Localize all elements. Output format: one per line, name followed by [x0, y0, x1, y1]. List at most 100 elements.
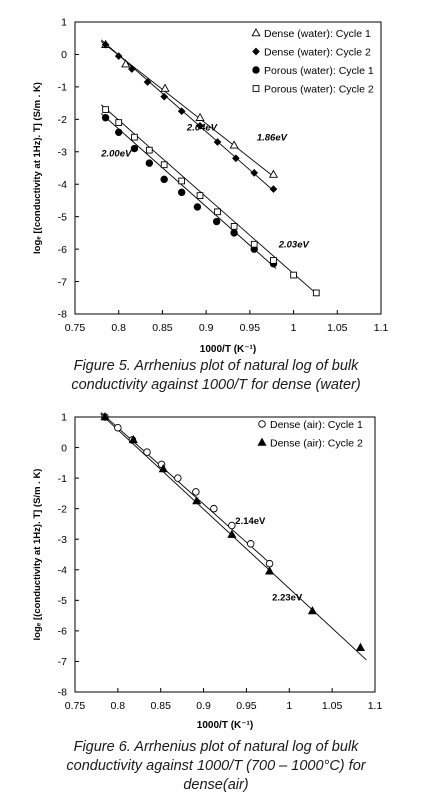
series-square-open: [102, 106, 320, 297]
y-tick-label: 0: [61, 442, 67, 454]
y-tick-label: 0: [61, 49, 67, 61]
x-tick-label: 0.95: [236, 700, 257, 712]
x-tick-label: 1.05: [322, 700, 343, 712]
y-tick-label: -3: [58, 534, 67, 546]
data-point: [246, 540, 255, 548]
data-point: [115, 119, 123, 126]
chart-figure-5: -8 -7 -6 -5 -4 -3 -2 -1 0 1 0.75 0.8 0.85 0.9 0.95 1 1.0…: [32, 17, 388, 355]
y-tick-label: -2: [58, 503, 67, 515]
data-point: [178, 177, 186, 185]
legend-marker: [252, 47, 260, 56]
legend-marker: [258, 420, 266, 428]
trend-line: [100, 113, 277, 269]
data-point: [265, 559, 274, 568]
data-point: [128, 434, 138, 444]
series-triangle-filled: [100, 412, 365, 651]
data-point: [228, 521, 236, 530]
x-axis-label: 1000/T (K⁻¹): [197, 720, 253, 731]
plot-area-frame: [74, 416, 376, 693]
y-axis-label: logₑ [(conductivity at 1Hz). T] (S/m . K…: [32, 469, 43, 641]
data-point: [102, 106, 109, 113]
data-point: [160, 83, 170, 92]
data-point: [290, 271, 297, 279]
data-point: [213, 138, 222, 146]
legend-marker: [251, 28, 261, 37]
caption-line: Figure 5. Arrhenius plot of natural log …: [73, 358, 359, 374]
data-point: [145, 159, 154, 167]
data-point: [177, 107, 186, 116]
x-tick-label: 1.1: [374, 322, 389, 334]
data-point: [210, 504, 218, 513]
annotation-label: 2.03eV: [278, 239, 310, 250]
figure-6-caption: Figure 6. Arrhenius plot of natural log …: [0, 738, 432, 795]
data-point: [143, 448, 151, 456]
figure-5-caption: Figure 5. Arrhenius plot of natural log …: [0, 357, 432, 395]
data-point: [160, 92, 169, 101]
data-point: [143, 78, 152, 86]
legend-label: Dense (air): Cycle 2: [270, 437, 363, 449]
x-tick-label: 1.1: [368, 700, 383, 712]
data-point: [101, 40, 110, 49]
data-point: [128, 65, 136, 73]
data-point: [230, 223, 238, 230]
data-point: [229, 140, 239, 149]
trend-line: [100, 412, 273, 566]
x-tick-label: 0.9: [199, 322, 214, 334]
y-tick-label: -7: [58, 276, 67, 288]
x-axis-label: 1000/T (K⁻¹): [200, 344, 256, 355]
x-tick-label: 1: [291, 322, 297, 334]
y-tick-label: -4: [58, 564, 67, 576]
data-point: [160, 175, 168, 184]
caption-line: conductivity against 1000/T for dense (w…: [71, 377, 361, 393]
annotation-label: 2.00eV: [100, 149, 132, 160]
y-tick-label: -1: [58, 473, 67, 485]
legend-label: Porous (water): Cycle 2: [264, 83, 374, 95]
data-point: [269, 185, 278, 193]
x-tick-label: 0.75: [65, 322, 86, 334]
trend-line: [100, 41, 275, 178]
caption-line: conductivity against 1000/T (700 – 1000°…: [66, 758, 366, 774]
annotation-label: 2.04eV: [186, 123, 218, 134]
y-tick-label: -4: [58, 179, 67, 191]
x-tick-label: 0.85: [152, 322, 173, 334]
x-tick-label: 0.95: [240, 322, 261, 334]
data-point: [130, 144, 139, 153]
data-point: [193, 203, 202, 211]
data-point: [214, 208, 221, 216]
y-tick-label: -7: [58, 656, 67, 668]
data-point: [196, 192, 204, 199]
data-point: [145, 146, 153, 154]
data-point: [177, 188, 186, 197]
data-point: [268, 169, 279, 178]
data-point: [158, 464, 168, 473]
data-point: [227, 529, 237, 538]
y-tick-label: -2: [58, 114, 67, 126]
series-diamond-filled: [101, 40, 278, 193]
data-point: [192, 488, 200, 496]
data-point: [192, 496, 202, 505]
y-tick-label: -8: [58, 687, 67, 699]
data-point: [250, 240, 258, 248]
data-point: [101, 114, 110, 122]
legend-marker: [252, 66, 260, 74]
plot-area-frame: [74, 21, 382, 315]
data-point: [265, 566, 275, 575]
annotation-label: 1.86eV: [257, 132, 288, 143]
legend-marker: [252, 85, 260, 92]
x-tick-label: 0.8: [111, 322, 126, 334]
data-point: [212, 217, 221, 226]
data-point: [174, 474, 182, 482]
data-point: [230, 229, 238, 237]
y-tick-label: -8: [58, 309, 67, 321]
legend-label: Dense (water): Cycle 1: [264, 28, 371, 40]
x-tick-label: 0.8: [111, 700, 126, 712]
y-tick-label: -1: [58, 82, 67, 94]
legend-marker: [257, 437, 267, 446]
y-tick-label: -3: [58, 146, 67, 158]
data-point: [312, 289, 320, 297]
data-point: [270, 257, 277, 264]
y-tick-label: 1: [61, 412, 67, 424]
caption-line: dense(air): [183, 777, 249, 793]
y-tick-label: 1: [61, 17, 67, 29]
